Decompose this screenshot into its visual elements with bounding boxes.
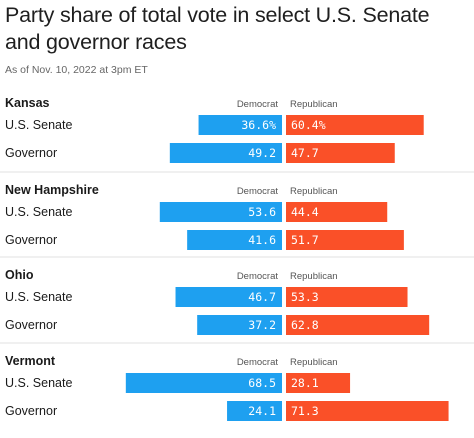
value-democrat-ohio-governor: 37.2	[248, 318, 276, 332]
value-democrat-ohio-u-s-senate: 46.7	[248, 290, 276, 304]
bar-republican-kansas-u-s-senate	[286, 115, 424, 135]
bar-republican-ohio-u-s-senate	[286, 287, 408, 307]
value-democrat-new-hampshire-u-s-senate: 53.6	[248, 205, 276, 219]
race-label-ohio-governor: Governor	[5, 318, 57, 332]
bar-republican-new-hampshire-u-s-senate	[286, 202, 388, 222]
legend-democrat-kansas: Democrat	[237, 99, 279, 110]
legend-republican-new-hampshire: Republican	[290, 186, 338, 197]
bar-republican-kansas-governor	[286, 143, 395, 163]
bar-democrat-new-hampshire-governor	[187, 230, 282, 250]
value-democrat-vermont-governor: 24.1	[248, 404, 276, 418]
bar-democrat-new-hampshire-u-s-senate	[159, 202, 282, 222]
legend-republican-vermont: Republican	[290, 357, 338, 368]
state-label-kansas: Kansas	[5, 96, 50, 110]
state-label-ohio: Ohio	[5, 268, 34, 282]
legend-democrat-ohio: Democrat	[237, 271, 279, 282]
legend-democrat-new-hampshire: Democrat	[237, 186, 279, 197]
race-label-ohio-u-s-senate: U.S. Senate	[5, 290, 72, 304]
value-republican-kansas-u-s-senate: 60.4%	[291, 118, 326, 132]
race-label-vermont-u-s-senate: U.S. Senate	[5, 376, 72, 390]
value-republican-kansas-governor: 47.7	[291, 146, 319, 160]
bar-democrat-vermont-u-s-senate	[125, 373, 282, 393]
chart-subtitle: As of Nov. 10, 2022 at 3pm ET	[5, 64, 148, 76]
bar-republican-vermont-u-s-senate	[286, 373, 351, 393]
bar-democrat-vermont-governor	[227, 401, 282, 421]
value-republican-new-hampshire-u-s-senate: 44.4	[291, 205, 319, 219]
bar-republican-ohio-governor	[286, 315, 430, 335]
value-democrat-kansas-governor: 49.2	[248, 146, 276, 160]
bar-republican-new-hampshire-governor	[286, 230, 404, 250]
race-label-kansas-governor: Governor	[5, 146, 57, 160]
race-label-vermont-governor: Governor	[5, 404, 57, 418]
race-label-new-hampshire-governor: Governor	[5, 233, 57, 247]
value-republican-vermont-u-s-senate: 28.1	[291, 376, 319, 390]
legend-republican-ohio: Republican	[290, 271, 338, 282]
bar-democrat-ohio-u-s-senate	[175, 287, 282, 307]
value-democrat-vermont-u-s-senate: 68.5	[248, 376, 276, 390]
value-republican-new-hampshire-governor: 51.7	[291, 233, 319, 247]
state-label-new-hampshire: New Hampshire	[5, 183, 99, 197]
race-label-kansas-u-s-senate: U.S. Senate	[5, 118, 72, 132]
chart-title: Party share of total vote in select U.S.…	[5, 3, 430, 54]
bar-republican-vermont-governor	[286, 401, 449, 421]
value-republican-ohio-governor: 62.8	[291, 318, 319, 332]
race-label-new-hampshire-u-s-senate: U.S. Senate	[5, 205, 72, 219]
value-democrat-kansas-u-s-senate: 36.6%	[241, 118, 276, 132]
value-republican-ohio-u-s-senate: 53.3	[291, 290, 319, 304]
bar-democrat-kansas-governor	[169, 143, 282, 163]
value-democrat-new-hampshire-governor: 41.6	[248, 233, 276, 247]
value-republican-vermont-governor: 71.3	[291, 404, 319, 418]
legend-democrat-vermont: Democrat	[237, 357, 279, 368]
legend-republican-kansas: Republican	[290, 99, 338, 110]
bar-democrat-ohio-governor	[197, 315, 282, 335]
state-label-vermont: Vermont	[5, 354, 56, 368]
bar-democrat-kansas-u-s-senate	[198, 115, 282, 135]
